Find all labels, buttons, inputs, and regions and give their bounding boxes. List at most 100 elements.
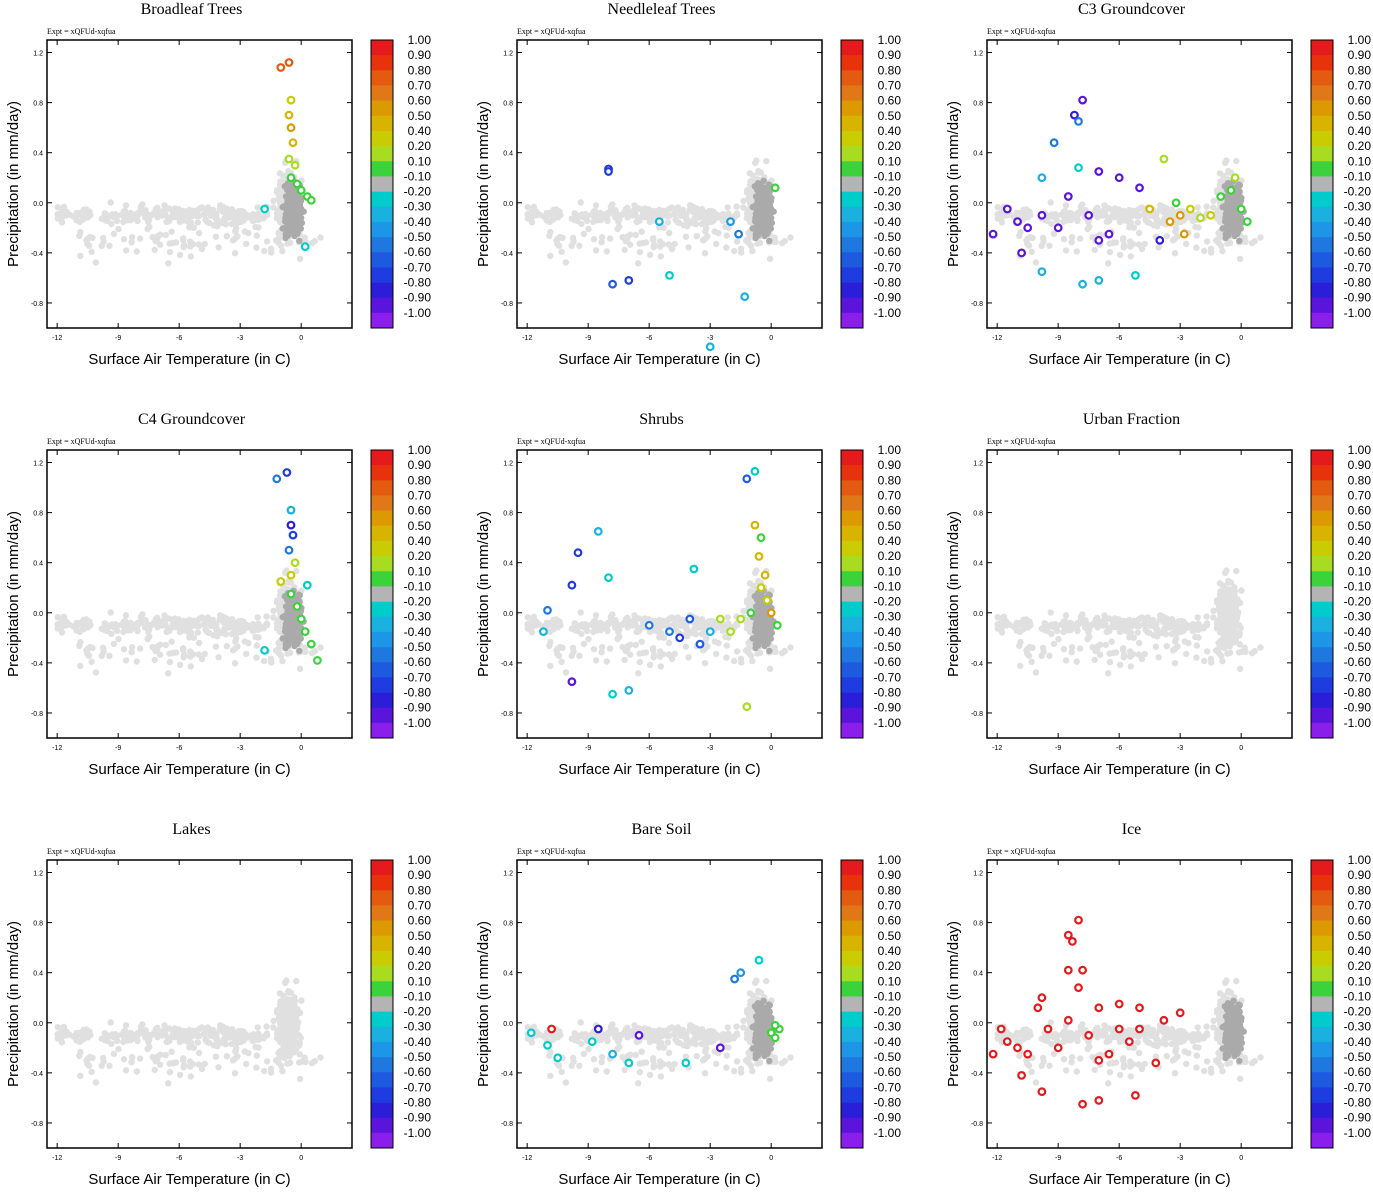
- background-point: [255, 216, 262, 223]
- colorbar-swatch: [841, 616, 863, 633]
- background-point: [636, 658, 644, 666]
- data-point: [1242, 217, 1252, 227]
- background-point: [107, 609, 114, 616]
- colorbar-swatch: [371, 495, 393, 511]
- background-point: [1062, 612, 1070, 619]
- background-point: [1062, 202, 1070, 209]
- background-point: [606, 645, 614, 652]
- colorbar-label: 0.80: [1348, 63, 1372, 77]
- data-point: [736, 614, 746, 624]
- data-point: [1094, 276, 1104, 285]
- background-point: [1046, 242, 1053, 249]
- background-point: [753, 157, 760, 164]
- background-point: [750, 172, 757, 179]
- neutral-point: [281, 218, 289, 225]
- background-point: [1224, 611, 1232, 618]
- background-point: [662, 210, 670, 217]
- background-point: [1257, 234, 1264, 241]
- y-tick-label: 0.8: [33, 101, 43, 108]
- background-point: [249, 627, 256, 634]
- background-point: [1171, 660, 1179, 667]
- background-point: [77, 1072, 84, 1080]
- colorbar-label: 0.20: [408, 549, 432, 563]
- neutral-point: [291, 198, 299, 205]
- background-point: [1029, 234, 1036, 241]
- colorbar-label: 0.20: [1348, 139, 1372, 153]
- background-point: [261, 247, 268, 255]
- colorbar-label: 0.50: [878, 109, 902, 123]
- background-point: [195, 639, 203, 647]
- data-point: [286, 520, 296, 530]
- colorbar-swatch: [841, 40, 863, 56]
- background-point: [54, 204, 61, 211]
- expt-label: Expt = xQFUd-xqfua: [517, 437, 586, 446]
- colorbar-label: 0.60: [1348, 504, 1372, 518]
- background-point: [212, 233, 220, 240]
- background-point: [571, 620, 578, 627]
- neutral-point: [296, 647, 303, 654]
- y-axis-title: Precipitation (in mm/day): [475, 511, 492, 677]
- background-point: [89, 644, 96, 651]
- colorbar-swatch: [1311, 525, 1333, 542]
- data-point: [742, 474, 752, 484]
- background-point: [132, 211, 139, 219]
- x-tick-label: -6: [176, 335, 182, 342]
- data-point: [286, 505, 296, 515]
- x-tick-label: 0: [769, 335, 773, 342]
- background-point: [141, 208, 148, 215]
- background-point: [713, 240, 720, 248]
- background-point: [659, 241, 667, 248]
- colorbar-label: -0.10: [874, 579, 902, 593]
- background-point: [749, 657, 756, 665]
- background-point: [757, 169, 765, 176]
- colorbar-label: 0.20: [408, 139, 432, 153]
- colorbar-label: -1.00: [404, 306, 432, 320]
- background-point: [243, 240, 250, 248]
- background-point: [631, 202, 638, 209]
- background-point: [1048, 220, 1055, 228]
- colorbar-label: -0.30: [404, 610, 432, 624]
- plot-area: [516, 449, 823, 739]
- background-point: [1236, 665, 1244, 672]
- background-point: [149, 234, 156, 241]
- colorbar-swatch: [371, 525, 393, 542]
- colorbar-swatch: [371, 100, 393, 117]
- data-point: [543, 605, 552, 615]
- colorbar-swatch: [371, 70, 393, 86]
- colorbar-swatch: [841, 631, 863, 648]
- background-point: [221, 625, 228, 633]
- background-point: [763, 157, 770, 165]
- data-point: [726, 217, 735, 227]
- y-tick-label: 0.0: [973, 611, 983, 618]
- colorbar-swatch: [841, 206, 863, 223]
- background-point: [76, 642, 83, 649]
- data-point: [1196, 213, 1205, 223]
- plot-area: [46, 859, 353, 1149]
- colorbar-swatch: [841, 510, 863, 527]
- background-point: [190, 224, 197, 231]
- background-point: [166, 1068, 174, 1076]
- colorbar-swatch: [371, 161, 393, 177]
- background-point: [582, 621, 589, 628]
- x-tick-label: -12: [522, 335, 532, 342]
- background-point: [204, 218, 211, 226]
- background-point: [582, 211, 589, 218]
- background-point: [685, 219, 693, 226]
- data-point: [300, 627, 310, 636]
- colorbar-swatch: [1311, 571, 1333, 587]
- colorbar-label: -0.50: [404, 230, 432, 244]
- data-point: [1236, 204, 1246, 214]
- background-point: [1028, 248, 1035, 255]
- background-point: [201, 240, 208, 248]
- background-point: [1025, 652, 1033, 659]
- neutral-point: [286, 598, 293, 605]
- colorbar-swatch: [371, 237, 393, 253]
- background-point: [1108, 638, 1115, 645]
- colorbar-label: 0.20: [878, 549, 902, 563]
- background-point: [656, 206, 663, 214]
- data-point: [1145, 204, 1155, 214]
- neutral-point: [765, 225, 772, 233]
- background-point: [1171, 250, 1179, 257]
- background-point: [609, 611, 616, 618]
- background-point: [1138, 614, 1146, 621]
